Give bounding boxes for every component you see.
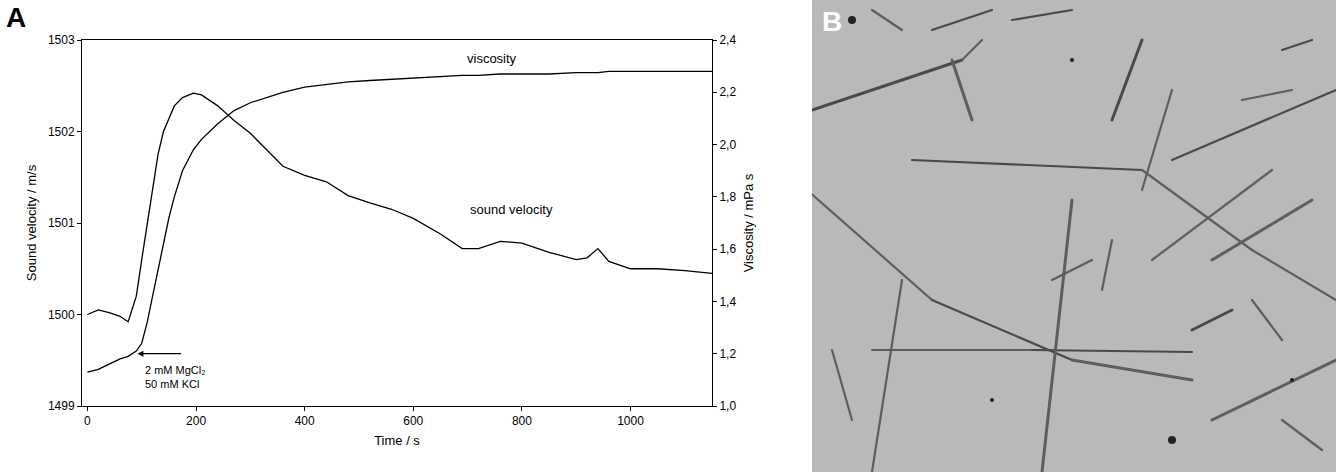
- svg-text:1500: 1500: [48, 308, 75, 322]
- svg-text:200: 200: [186, 414, 206, 428]
- svg-text:600: 600: [403, 414, 423, 428]
- svg-text:2 mM MgCl₂50 mM KCl: 2 mM MgCl₂50 mM KCl: [145, 364, 206, 390]
- svg-text:800: 800: [512, 414, 532, 428]
- svg-text:1,2: 1,2: [719, 347, 736, 361]
- svg-text:2,4: 2,4: [719, 33, 736, 47]
- svg-text:1,0: 1,0: [719, 399, 736, 413]
- svg-text:Sound velocity / m/s: Sound velocity / m/s: [24, 164, 39, 281]
- svg-text:2,0: 2,0: [719, 138, 736, 152]
- svg-text:400: 400: [295, 414, 315, 428]
- svg-text:1,8: 1,8: [719, 190, 736, 204]
- svg-text:0: 0: [84, 414, 91, 428]
- svg-text:1501: 1501: [48, 216, 75, 230]
- svg-text:2,2: 2,2: [719, 85, 736, 99]
- svg-text:1,4: 1,4: [719, 295, 736, 309]
- svg-text:sound velocity: sound velocity: [470, 202, 553, 217]
- html-text:B: B: [822, 6, 843, 37]
- svg-text:1502: 1502: [48, 125, 75, 139]
- svg-text:1499: 1499: [48, 399, 75, 413]
- svg-text:viscosity: viscosity: [467, 51, 517, 66]
- svg-text:Time / s: Time / s: [374, 433, 420, 448]
- svg-text:1503: 1503: [48, 33, 75, 47]
- svg-text:1,6: 1,6: [719, 242, 736, 256]
- svg-text:Viscosity / mPa s: Viscosity / mPa s: [741, 173, 756, 272]
- svg-text:1000: 1000: [617, 414, 644, 428]
- html-text:A: A: [6, 2, 27, 33]
